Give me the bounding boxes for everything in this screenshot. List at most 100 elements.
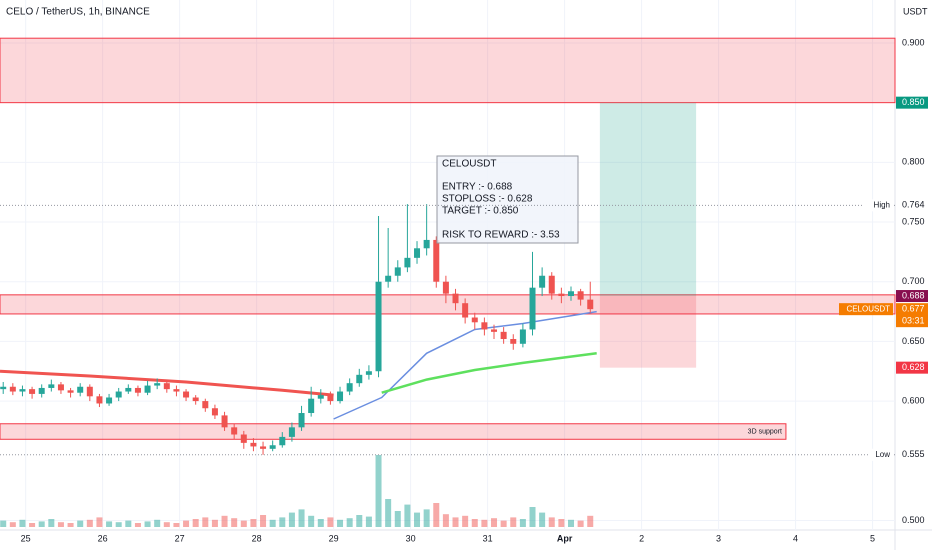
target-area	[599, 102, 697, 297]
candle-body	[587, 299, 594, 310]
candle-body	[404, 257, 411, 268]
volume-bar	[9, 522, 16, 527]
y-tick-label: 0.900	[902, 37, 925, 47]
indicator-line	[381, 352, 597, 394]
volume-bar	[481, 519, 488, 527]
candle-body	[529, 287, 536, 330]
price-badge-label: 0.850	[902, 97, 925, 107]
note-line: CELOUSDT	[442, 159, 496, 170]
candle-body	[558, 293, 565, 297]
price-badge-label: 0.677	[902, 304, 925, 314]
candle-body	[365, 371, 372, 375]
volume-bar	[404, 504, 411, 527]
x-tick-label: 26	[98, 533, 108, 543]
volume-bar	[279, 517, 286, 527]
volume-bar	[500, 520, 507, 527]
zone	[0, 294, 896, 315]
volume-bar	[529, 507, 536, 527]
volume-bar	[568, 519, 575, 527]
candle-body	[48, 384, 55, 388]
stop-area	[599, 296, 697, 368]
volume-bar	[385, 499, 392, 527]
tag-box	[869, 448, 893, 461]
zone	[0, 423, 787, 440]
volume-bar	[57, 522, 64, 527]
candle-body	[577, 291, 584, 300]
candle-body	[240, 434, 247, 443]
candle-body	[183, 391, 190, 398]
volume-bar	[96, 517, 103, 527]
volume-bar	[365, 516, 372, 527]
x-tick-label: 27	[175, 533, 185, 543]
volume-bar	[29, 523, 36, 527]
note-line: TARGET :- 0.850	[442, 206, 519, 217]
candle-body	[125, 387, 132, 392]
candle-body	[539, 275, 546, 288]
price-badge	[896, 96, 928, 109]
volume-bar	[337, 519, 344, 527]
x-tick-label: 4	[793, 533, 798, 543]
x-tick-label: 3	[716, 533, 721, 543]
candle-body	[106, 397, 113, 404]
candle-body	[346, 383, 353, 392]
candle-body	[96, 396, 103, 404]
tag-box	[839, 303, 893, 316]
note-box	[436, 155, 579, 244]
volume-bar	[433, 503, 440, 527]
volume-bar	[260, 515, 267, 527]
candle-body	[115, 391, 122, 398]
volume-bar	[125, 520, 132, 527]
candle-body	[519, 329, 526, 344]
candle-body	[481, 322, 488, 330]
price-badge	[896, 361, 928, 374]
candle-body	[19, 389, 26, 392]
candle-body	[38, 387, 45, 394]
volume-bar	[288, 512, 295, 527]
candle-body	[154, 383, 161, 386]
tag-name: Low	[875, 450, 890, 459]
volume-bar	[356, 515, 363, 527]
volume-bar	[163, 522, 170, 527]
chart-title: CELO / TetherUS, 1h, BINANCE	[6, 7, 150, 18]
note-line: RISK TO REWARD :- 3.53	[442, 230, 560, 241]
volume-bar	[375, 455, 382, 527]
y-tick-label: 0.750	[902, 216, 925, 226]
candle-body	[9, 386, 16, 392]
volume-bar	[134, 523, 141, 527]
volume-bar	[211, 519, 218, 527]
price-unit: USDT	[903, 6, 928, 16]
candle-body	[568, 291, 575, 297]
candle-body	[500, 331, 507, 340]
price-badge	[896, 199, 928, 212]
zone-label: 3D support	[748, 428, 782, 435]
candle-body	[279, 436, 286, 446]
volume-bar	[77, 520, 84, 527]
tag-box	[863, 199, 893, 212]
volume-bar	[539, 512, 546, 527]
candle-body	[337, 391, 344, 402]
candle-body	[423, 239, 430, 249]
volume-bar	[192, 519, 199, 527]
candle-body	[77, 386, 84, 393]
candle-body	[144, 385, 151, 393]
candle-body	[288, 427, 295, 437]
zone	[0, 37, 896, 104]
volume-bar	[317, 519, 324, 527]
y-tick-label: 0.650	[902, 336, 925, 346]
volume-bar	[346, 518, 353, 527]
indicator-line	[0, 369, 334, 397]
volume-bar	[0, 520, 7, 527]
volume-bar	[154, 519, 161, 527]
y-tick-label: 0.500	[902, 515, 925, 525]
candle-body	[29, 389, 36, 394]
candle-body	[452, 293, 459, 304]
x-tick-label: 2	[639, 533, 644, 543]
candle-body	[269, 445, 276, 449]
candle-body	[67, 390, 74, 393]
candle-body	[231, 427, 238, 435]
candle-body	[442, 281, 449, 294]
volume-bar	[491, 518, 498, 527]
note-line: ENTRY :- 0.688	[442, 182, 513, 193]
volume-bar	[471, 519, 478, 527]
